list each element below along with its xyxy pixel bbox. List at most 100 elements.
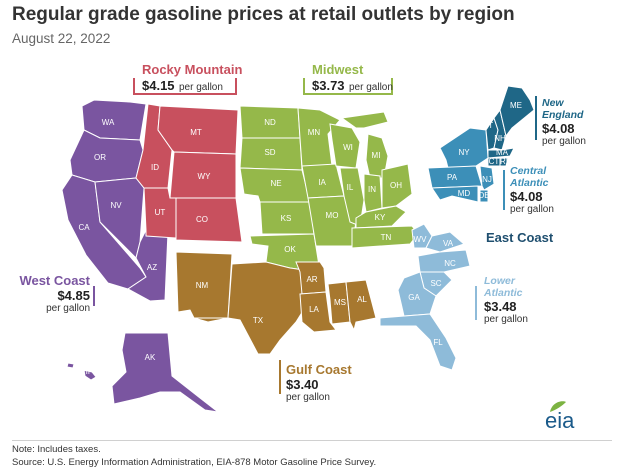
gulf-coast-price: $3.40 [286, 377, 319, 392]
label-vt: VT [483, 121, 493, 130]
label-de: DE [478, 191, 489, 200]
new-england-name-line1: New [542, 97, 564, 109]
state-oh [381, 163, 413, 209]
label-il: IL [347, 183, 354, 192]
label-ri: RI [500, 157, 508, 166]
region-west-coast [61, 99, 220, 413]
label-sd: SD [264, 148, 275, 157]
label-nv: NV [110, 201, 122, 210]
state-tx [193, 261, 307, 355]
label-ak: AK [145, 353, 156, 362]
region-label-gulf-coast: Gulf Coast $3.40 per gallon [286, 362, 352, 403]
region-label-midwest: Midwest $3.73 per gallon [312, 62, 393, 95]
west-coast-unit: per gallon [46, 303, 90, 314]
label-in: IN [368, 185, 376, 194]
label-co: CO [196, 215, 208, 224]
label-tx: TX [253, 316, 264, 325]
lower-atlantic-price: $3.48 [484, 299, 517, 314]
label-ne: NE [270, 179, 281, 188]
new-england-price: $4.08 [542, 121, 575, 136]
region-label-rocky-mountain: Rocky Mountain $4.15 per gallon [142, 62, 242, 95]
rocky-mountain-name: Rocky Mountain [142, 62, 243, 77]
label-ga: GA [408, 293, 420, 302]
footer-divider [12, 440, 612, 441]
label-ms: MS [334, 298, 346, 307]
label-md: MD [458, 189, 471, 198]
label-mn: MN [308, 128, 321, 137]
label-me: ME [510, 101, 522, 110]
state-fl [379, 313, 457, 371]
state-de [479, 189, 489, 203]
central-atlantic-name-line2: Atlantic [510, 177, 549, 189]
label-ks: KS [281, 214, 292, 223]
region-lower-atlantic [379, 223, 471, 371]
region-label-new-england: New England $4.08 per gallon [542, 97, 586, 147]
state-az [127, 229, 169, 302]
label-nd: ND [264, 118, 276, 127]
label-ma: MA [496, 148, 509, 157]
label-id: ID [151, 163, 159, 172]
chart-subtitle: August 22, 2022 [12, 31, 111, 46]
new-england-name-line2: England [542, 109, 584, 121]
central-atlantic-price: $4.08 [510, 189, 543, 204]
region-central-atlantic [427, 127, 495, 203]
west-coast-price: $4.85 [57, 288, 90, 303]
central-atlantic-name-line1: Central [510, 165, 547, 177]
state-hi [83, 369, 97, 381]
lower-atlantic-name-line1: Lower [484, 275, 515, 287]
bracket-midwest [303, 78, 393, 95]
label-ny: NY [458, 148, 470, 157]
region-new-england [485, 85, 535, 167]
state-la [299, 291, 337, 333]
label-wy: WY [198, 172, 212, 181]
label-al: AL [357, 295, 367, 304]
label-sc: SC [430, 279, 441, 288]
rocky-mountain-price: $4.15 [142, 78, 175, 93]
state-me [499, 85, 535, 138]
label-tn: TN [381, 233, 392, 242]
state-labels: WA OR CA NV AZ AK HI MT ID WY UT CO ND S… [78, 101, 522, 376]
label-ct: CT [489, 157, 500, 166]
label-ut: UT [155, 208, 166, 217]
label-mi: MI [372, 151, 381, 160]
eia-logo: eia [545, 408, 575, 433]
eia-logo-leaf [550, 401, 566, 412]
gulf-coast-unit: per gallon [286, 392, 330, 403]
state-mn [297, 107, 341, 167]
label-fl: FL [433, 338, 443, 347]
footer-note: Note: Includes taxes. [12, 444, 101, 455]
region-label-lower-atlantic: Lower Atlantic $3.48 per gallon [484, 275, 528, 325]
state-al [345, 279, 377, 332]
lower-atlantic-unit: per gallon [484, 314, 528, 325]
label-oh: OH [390, 181, 402, 190]
label-wv: WV [414, 235, 428, 244]
label-nc: NC [444, 259, 456, 268]
region-label-west-coast: West Coast $4.85 per gallon [10, 273, 90, 314]
label-ar: AR [306, 275, 317, 284]
label-nm: NM [196, 281, 209, 290]
label-az: AZ [147, 263, 157, 272]
rocky-mountain-unit: per gallon [179, 82, 223, 93]
midwest-price: $3.73 [312, 78, 345, 93]
region-brackets [93, 78, 537, 394]
label-ok: OK [284, 245, 296, 254]
region-label-east-coast: East Coast [486, 230, 553, 245]
state-va [425, 231, 465, 253]
midwest-name: Midwest [312, 62, 364, 77]
new-england-unit: per gallon [542, 136, 586, 147]
label-mo: MO [326, 211, 339, 220]
gulf-coast-name: Gulf Coast [286, 362, 352, 377]
label-ky: KY [375, 213, 386, 222]
label-nj: NJ [482, 175, 492, 184]
label-nh: NH [494, 134, 506, 143]
region-rocky-mountain [135, 103, 243, 243]
state-ma [487, 147, 515, 159]
lower-atlantic-name-line2: Atlantic [484, 287, 523, 299]
bracket-rocky-mountain [133, 78, 237, 95]
state-ak [111, 332, 220, 413]
label-hi: HI [82, 367, 90, 376]
state-nj [479, 165, 495, 191]
label-pa: PA [447, 173, 458, 182]
state-ri [499, 157, 509, 167]
state-co [175, 197, 243, 243]
